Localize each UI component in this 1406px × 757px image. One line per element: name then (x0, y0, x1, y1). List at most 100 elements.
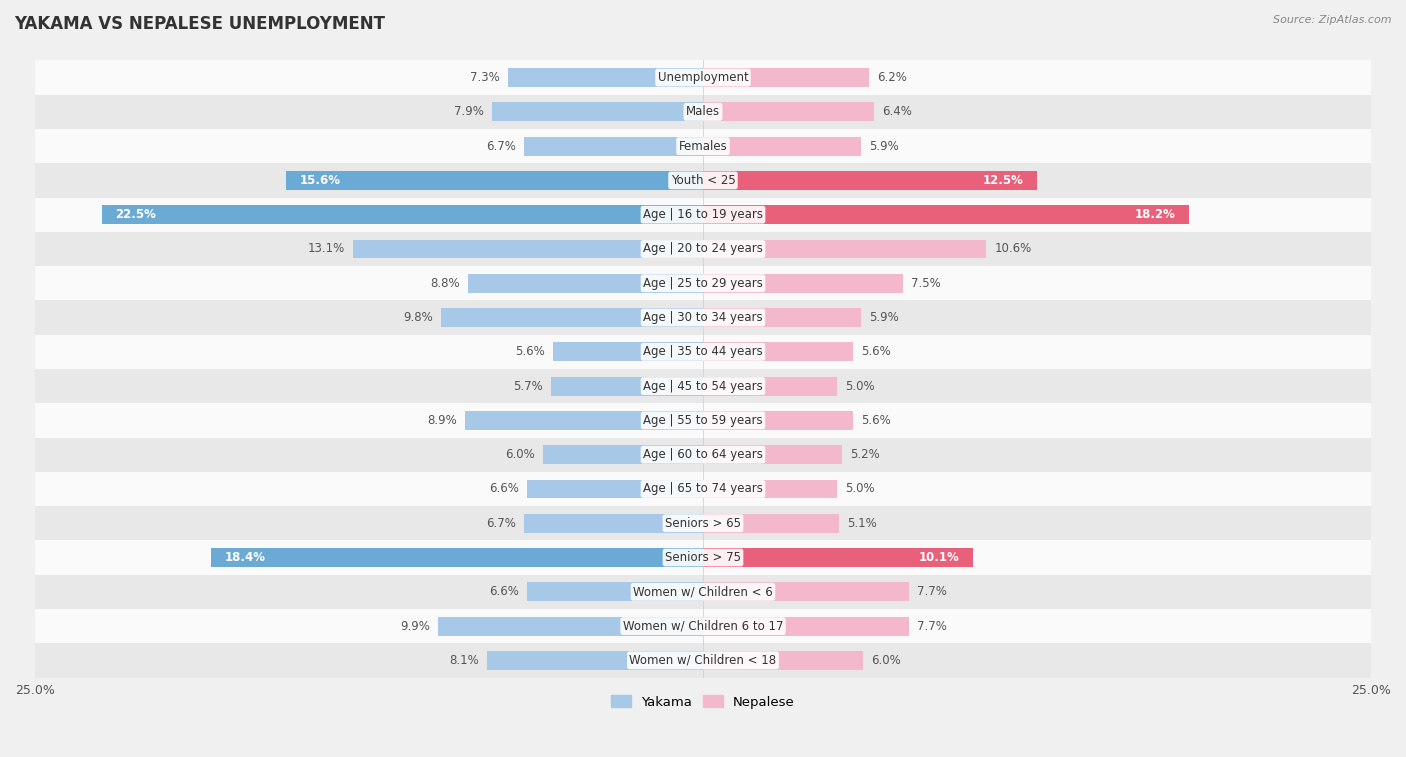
Bar (439, 617, 703, 636)
Text: 6.7%: 6.7% (486, 139, 516, 153)
Text: 18.4%: 18.4% (225, 551, 266, 564)
Bar (35, 438, 1371, 472)
Text: 6.2%: 6.2% (877, 71, 907, 84)
Bar (703, 342, 852, 361)
Text: 10.6%: 10.6% (994, 242, 1032, 255)
Bar (35, 403, 1371, 438)
Bar (703, 137, 860, 155)
Bar (35, 540, 1371, 575)
Text: 5.2%: 5.2% (851, 448, 880, 461)
Text: 5.6%: 5.6% (860, 345, 890, 358)
Text: 7.9%: 7.9% (454, 105, 484, 118)
Text: 7.3%: 7.3% (470, 71, 501, 84)
Text: Youth < 25: Youth < 25 (671, 174, 735, 187)
Text: 7.7%: 7.7% (917, 619, 946, 633)
Text: Women w/ Children < 18: Women w/ Children < 18 (630, 654, 776, 667)
Bar (35, 472, 1371, 506)
Bar (508, 68, 703, 87)
Text: 6.7%: 6.7% (486, 517, 516, 530)
Bar (703, 377, 837, 396)
Bar (35, 232, 1371, 266)
Bar (35, 643, 1371, 678)
Bar (35, 301, 1371, 335)
Text: 6.0%: 6.0% (872, 654, 901, 667)
Text: 18.2%: 18.2% (1135, 208, 1175, 221)
Bar (551, 377, 703, 396)
Bar (468, 274, 703, 293)
Bar (527, 582, 703, 601)
Text: 5.6%: 5.6% (516, 345, 546, 358)
Bar (703, 479, 837, 498)
Bar (524, 137, 703, 155)
Bar (353, 239, 703, 258)
Text: 22.5%: 22.5% (115, 208, 156, 221)
Text: Women w/ Children < 6: Women w/ Children < 6 (633, 585, 773, 598)
Text: 5.7%: 5.7% (513, 379, 543, 393)
Text: Age | 16 to 19 years: Age | 16 to 19 years (643, 208, 763, 221)
Text: Source: ZipAtlas.com: Source: ZipAtlas.com (1274, 15, 1392, 25)
Bar (524, 514, 703, 533)
Text: 5.9%: 5.9% (869, 139, 898, 153)
Text: 6.4%: 6.4% (882, 105, 912, 118)
Bar (703, 239, 986, 258)
Bar (703, 548, 973, 567)
Text: 6.6%: 6.6% (489, 585, 519, 598)
Text: 6.6%: 6.6% (489, 482, 519, 496)
Text: 7.7%: 7.7% (917, 585, 946, 598)
Text: Age | 20 to 24 years: Age | 20 to 24 years (643, 242, 763, 255)
Bar (543, 445, 703, 464)
Bar (703, 205, 1189, 224)
Bar (703, 171, 1038, 190)
Bar (35, 61, 1371, 95)
Text: Males: Males (686, 105, 720, 118)
Bar (101, 205, 703, 224)
Text: Age | 45 to 54 years: Age | 45 to 54 years (643, 379, 763, 393)
Bar (35, 506, 1371, 540)
Text: 13.1%: 13.1% (308, 242, 344, 255)
Bar (35, 129, 1371, 164)
Text: Women w/ Children 6 to 17: Women w/ Children 6 to 17 (623, 619, 783, 633)
Text: 8.9%: 8.9% (427, 414, 457, 427)
Text: 15.6%: 15.6% (299, 174, 340, 187)
Bar (703, 582, 908, 601)
Text: 5.6%: 5.6% (860, 414, 890, 427)
Text: 8.8%: 8.8% (430, 277, 460, 290)
Bar (35, 609, 1371, 643)
Bar (703, 102, 875, 121)
Text: Age | 60 to 64 years: Age | 60 to 64 years (643, 448, 763, 461)
Text: 5.9%: 5.9% (869, 311, 898, 324)
Bar (287, 171, 703, 190)
Bar (35, 198, 1371, 232)
Bar (554, 342, 703, 361)
Bar (35, 266, 1371, 301)
Text: Age | 25 to 29 years: Age | 25 to 29 years (643, 277, 763, 290)
Bar (35, 369, 1371, 403)
Text: Seniors > 75: Seniors > 75 (665, 551, 741, 564)
Text: 5.1%: 5.1% (848, 517, 877, 530)
Bar (527, 479, 703, 498)
Text: Age | 65 to 74 years: Age | 65 to 74 years (643, 482, 763, 496)
Text: 5.0%: 5.0% (845, 379, 875, 393)
Text: 9.9%: 9.9% (401, 619, 430, 633)
Text: Age | 55 to 59 years: Age | 55 to 59 years (643, 414, 763, 427)
Bar (703, 617, 908, 636)
Text: 8.1%: 8.1% (449, 654, 478, 667)
Bar (211, 548, 703, 567)
Text: Age | 35 to 44 years: Age | 35 to 44 years (643, 345, 763, 358)
Text: 5.0%: 5.0% (845, 482, 875, 496)
Text: Seniors > 65: Seniors > 65 (665, 517, 741, 530)
Bar (486, 651, 703, 670)
Text: 7.5%: 7.5% (911, 277, 941, 290)
Bar (703, 651, 863, 670)
Text: 12.5%: 12.5% (983, 174, 1024, 187)
Legend: Yakama, Nepalese: Yakama, Nepalese (606, 690, 800, 714)
Bar (492, 102, 703, 121)
Bar (465, 411, 703, 430)
Text: Unemployment: Unemployment (658, 71, 748, 84)
Bar (441, 308, 703, 327)
Bar (703, 308, 860, 327)
Text: Age | 30 to 34 years: Age | 30 to 34 years (643, 311, 763, 324)
Bar (35, 575, 1371, 609)
Bar (703, 411, 852, 430)
Bar (703, 514, 839, 533)
